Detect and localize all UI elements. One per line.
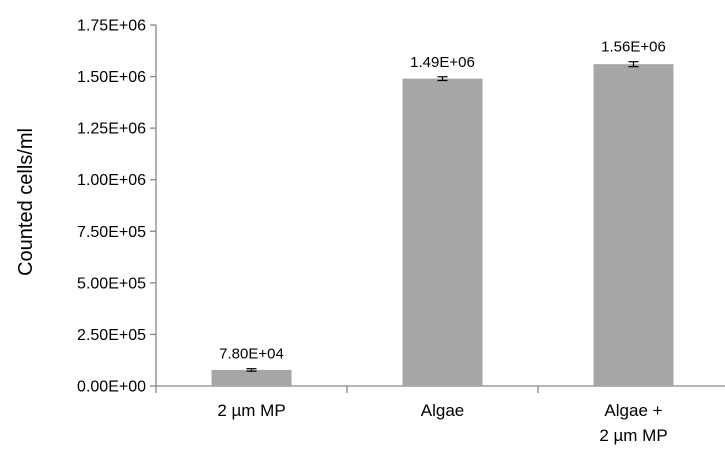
data-label: 7.80E+04 (219, 346, 284, 363)
bar (402, 78, 483, 387)
y-tick-label: 1.50E+06 (77, 69, 146, 86)
x-category-label: 2 µm MP (599, 426, 667, 445)
y-tick-label: 1.75E+06 (77, 18, 146, 35)
y-tick-label: 2.50E+05 (77, 327, 146, 344)
y-tick-label: 1.25E+06 (77, 121, 146, 138)
labels: 7.80E+04 2 µm MP 1.49E+06 Algae 1.56E+06 Alga… (217, 39, 667, 445)
x-category-label: Algae + (604, 401, 662, 420)
bar (593, 64, 674, 387)
y-tick-label: 7.50E+05 (77, 224, 146, 241)
bars (211, 61, 674, 387)
x-category-label: Algae (421, 401, 464, 420)
data-label: 1.56E+06 (601, 39, 666, 56)
y-tick-label: 5.00E+05 (77, 275, 146, 292)
x-category-label: 2 µm MP (217, 401, 285, 420)
y-tick-label: 0.00E+00 (77, 379, 146, 396)
bar (211, 369, 292, 386)
y-tick-label: 1.00E+06 (77, 172, 146, 189)
y-axis-title: Counted cells/ml (15, 128, 37, 276)
data-label: 1.49E+06 (410, 54, 475, 71)
axes: 0.00E+00 2.50E+05 5.00E+05 7.50E+05 1.00E+06… (77, 18, 725, 396)
